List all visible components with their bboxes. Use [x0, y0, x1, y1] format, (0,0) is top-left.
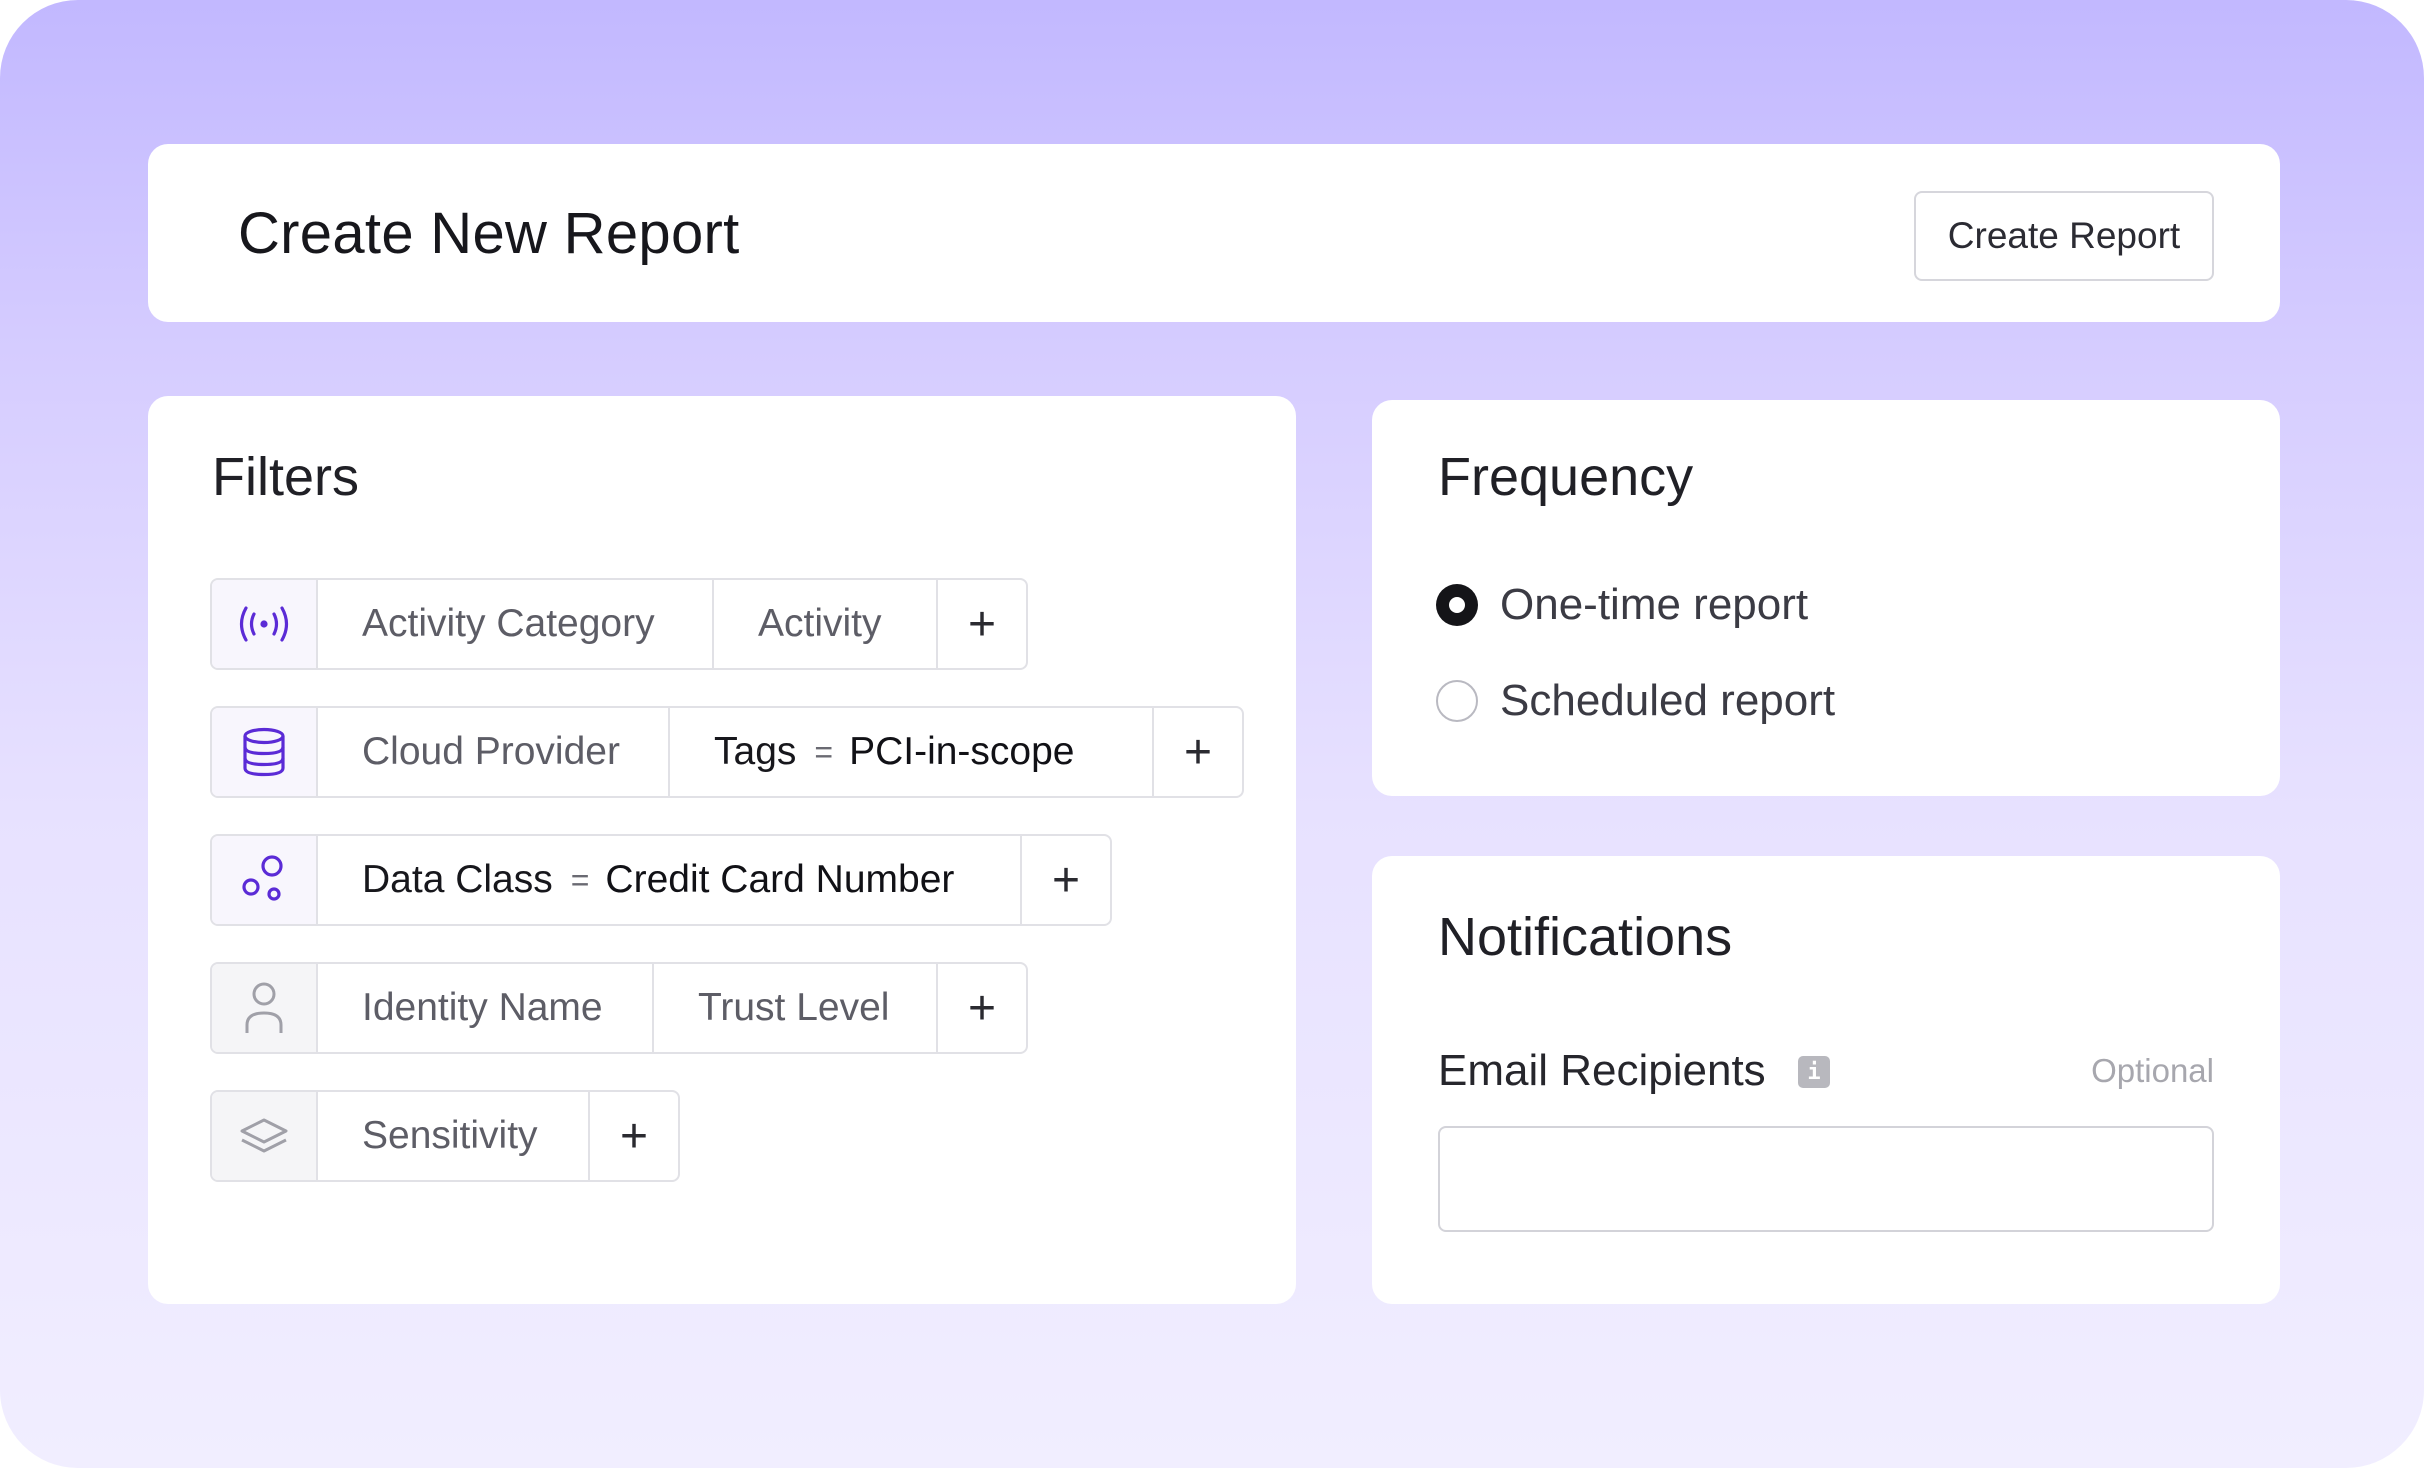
filter-value: Credit Card Number — [605, 858, 955, 901]
filter-row-data-class: Data Class = Credit Card Number + — [210, 834, 1112, 926]
database-icon — [212, 708, 318, 796]
user-icon — [212, 964, 318, 1052]
filters-title: Filters — [212, 447, 359, 507]
radio-label: One-time report — [1500, 580, 1809, 629]
filter-row-cloud: Cloud Provider Tags = PCI-in-scope + — [210, 706, 1244, 798]
filter-chip-identity-name[interactable]: Identity Name — [318, 964, 654, 1052]
notifications-panel: Notifications Email Recipients i Optiona… — [1372, 856, 2280, 1304]
filter-chip-cloud-provider[interactable]: Cloud Provider — [318, 708, 670, 796]
filter-row-activity: Activity Category Activity + — [210, 578, 1028, 670]
report-header: Create New Report Create Report — [148, 144, 2280, 322]
filter-row-identity: Identity Name Trust Level + — [210, 962, 1028, 1054]
page-title: Create New Report — [238, 201, 740, 266]
layers-icon — [212, 1092, 318, 1180]
radio-label: Scheduled report — [1500, 676, 1836, 725]
filter-chip-activity[interactable]: Activity — [714, 580, 938, 668]
radio-button[interactable] — [1436, 680, 1478, 722]
radio-button-selected[interactable] — [1436, 584, 1478, 626]
add-filter-button[interactable]: + — [619, 1109, 649, 1163]
radio-option-scheduled[interactable]: Scheduled report — [1436, 676, 1835, 726]
filter-chip-trust-level[interactable]: Trust Level — [654, 964, 938, 1052]
email-recipients-label: Email Recipients — [1438, 1046, 1766, 1095]
frequency-title: Frequency — [1438, 447, 1694, 507]
data-class-bubbles-icon — [212, 836, 318, 924]
filter-operator: = — [570, 861, 590, 898]
optional-hint: Optional — [2091, 1052, 2214, 1089]
add-filter-button[interactable]: + — [1183, 725, 1213, 779]
radio-option-one-time[interactable]: One-time report — [1436, 580, 1808, 630]
frequency-panel: Frequency One-time report Scheduled repo… — [1372, 400, 2280, 796]
filter-chip-data-class[interactable]: Data Class = Credit Card Number — [318, 836, 1022, 924]
filter-row-sensitivity: Sensitivity + — [210, 1090, 680, 1182]
create-report-button[interactable]: Create Report — [1914, 191, 2214, 281]
email-recipients-input[interactable] — [1438, 1126, 2214, 1232]
broadcast-icon — [212, 580, 318, 668]
filter-key: Data Class — [362, 858, 553, 901]
filter-chip-sensitivity[interactable]: Sensitivity — [318, 1092, 590, 1180]
add-filter-button[interactable]: + — [967, 597, 997, 651]
info-icon[interactable]: i — [1798, 1056, 1830, 1088]
filters-panel: Filters Activity Category Activity + — [148, 396, 1296, 1304]
filter-chip-tags[interactable]: Tags = PCI-in-scope — [670, 708, 1154, 796]
filter-key: Tags — [714, 730, 797, 773]
add-filter-button[interactable]: + — [1051, 853, 1081, 907]
filter-chip-activity-category[interactable]: Activity Category — [318, 580, 714, 668]
notifications-title: Notifications — [1438, 907, 1733, 967]
filter-value: PCI-in-scope — [849, 730, 1075, 773]
filter-operator: = — [814, 733, 834, 770]
add-filter-button[interactable]: + — [967, 981, 997, 1035]
